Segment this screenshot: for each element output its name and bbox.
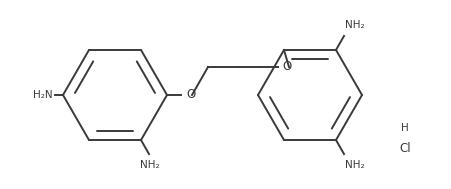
Text: O: O bbox=[186, 88, 195, 101]
Text: NH₂: NH₂ bbox=[344, 20, 364, 30]
Text: H: H bbox=[400, 123, 408, 133]
Text: NH₂: NH₂ bbox=[140, 160, 160, 170]
Text: NH₂: NH₂ bbox=[344, 160, 364, 170]
Text: Cl: Cl bbox=[398, 142, 410, 154]
Text: H₂N: H₂N bbox=[33, 90, 53, 100]
Text: O: O bbox=[281, 60, 290, 74]
